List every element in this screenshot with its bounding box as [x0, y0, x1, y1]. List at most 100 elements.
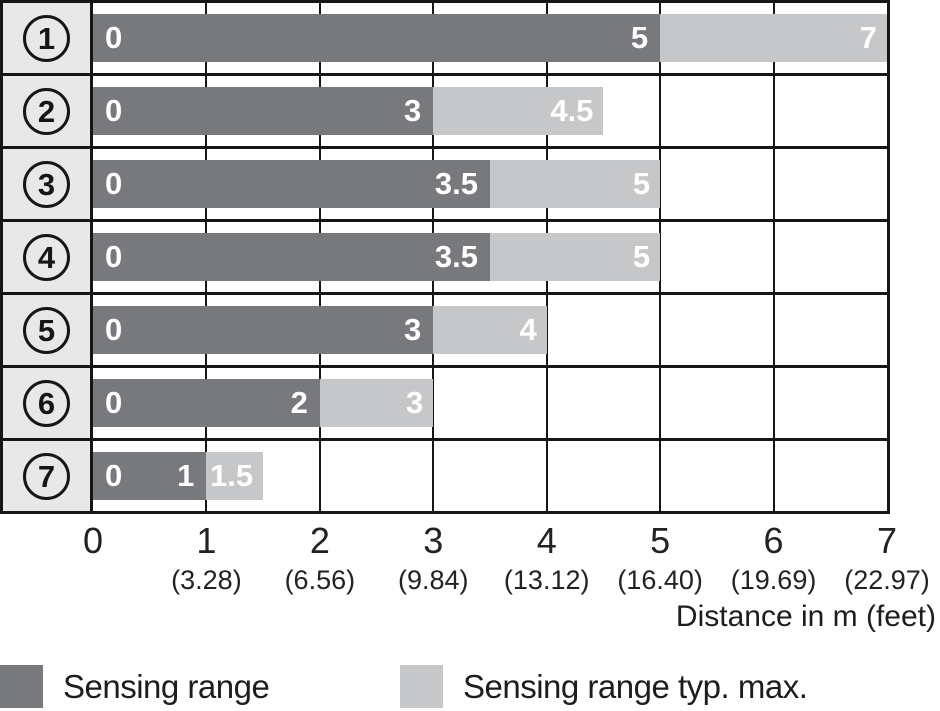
sensing-range-chart: 1 0 5 7 2 0 3 4.5 3 0 3.5 5 4 0 3.5 5 5 0 3 4 6 0 2 3 7 0 1 1.5	[0, 0, 890, 514]
typ-max-bar-4: 5	[490, 232, 661, 282]
bar-start-label: 0	[105, 93, 123, 129]
bar-end-label: 3	[406, 385, 424, 421]
row-plot-3: 0 3.5 5	[93, 149, 887, 219]
legend-item-sensing-range: Sensing range	[0, 665, 270, 708]
row-header-2: 2	[3, 76, 93, 146]
typ-max-bar-7: 1.5	[206, 451, 264, 501]
row-header-5: 5	[3, 295, 93, 365]
gridline	[659, 368, 662, 438]
x-tick-2: 2 (6.56)	[285, 522, 356, 594]
bar-end-label: 1	[177, 458, 195, 494]
bar-end-label: 3.5	[434, 166, 478, 202]
row-header-1: 1	[3, 3, 93, 73]
bar-start-label: 0	[105, 312, 123, 348]
x-tick-meters-label: 3	[423, 520, 444, 561]
gridline	[545, 295, 548, 365]
x-tick-feet-label: (19.69)	[730, 564, 817, 595]
x-tick-meters-label: 7	[876, 520, 898, 561]
gridline	[772, 295, 775, 365]
x-tick-feet-label: (22.97)	[844, 564, 930, 595]
gridline	[318, 441, 321, 511]
x-tick-feet-label: (6.56)	[284, 564, 356, 595]
legend-swatch-light	[400, 665, 443, 708]
typ-max-bar-3: 5	[490, 159, 661, 209]
bar-track-4: 0 3.5 5	[93, 232, 887, 282]
bar-end-label: 4	[519, 312, 537, 348]
gridline	[432, 441, 435, 511]
x-tick-7: 7 (22.97)	[844, 522, 930, 594]
x-tick-meters-label: 0	[82, 520, 104, 561]
sensing-range-bar-4: 0 3.5	[93, 232, 490, 282]
bar-track-6: 0 2 3	[93, 378, 887, 428]
bar-end-label: 3	[404, 312, 422, 348]
chart-row-2: 2 0 3 4.5	[3, 76, 887, 149]
typ-max-bar-1: 7	[660, 13, 887, 63]
gridline	[545, 441, 548, 511]
x-tick-meters-label: 2	[309, 520, 330, 561]
row-header-3: 3	[3, 149, 93, 219]
x-tick-feet-label: (13.12)	[503, 564, 590, 595]
legend-item-typ-max: Sensing range typ. max.	[400, 665, 808, 708]
bar-track-3: 0 3.5 5	[93, 159, 887, 209]
bar-end-label: 5	[632, 166, 651, 202]
x-tick-feet-label: (16.40)	[617, 564, 703, 595]
gridline	[545, 368, 548, 438]
x-tick-5: 5 (16.40)	[617, 522, 703, 594]
gridline	[772, 76, 775, 146]
x-tick-4: 4 (13.12)	[504, 522, 590, 594]
gridline	[659, 76, 662, 146]
legend: Sensing range Sensing range typ. max.	[0, 665, 940, 711]
gridline	[432, 368, 435, 438]
bar-start-label: 0	[105, 166, 123, 202]
bar-start-label: 0	[105, 239, 123, 275]
x-tick-meters-label: 1	[196, 520, 217, 561]
bar-end-label: 3.5	[434, 239, 478, 275]
gridline	[772, 368, 775, 438]
x-tick-0: 0	[83, 522, 103, 560]
bar-start-label: 0	[105, 385, 123, 421]
x-axis-title: Distance in m (feet)	[675, 600, 936, 633]
x-tick-meters-label: 6	[763, 520, 784, 561]
row-header-4: 4	[3, 222, 93, 292]
sensing-range-bar-3: 0 3.5	[93, 159, 490, 209]
gridline	[659, 441, 662, 511]
bar-start-label: 0	[105, 458, 123, 494]
x-tick-3: 3 (9.84)	[398, 522, 469, 594]
x-tick-meters-label: 4	[536, 520, 557, 561]
bar-start-label: 0	[105, 20, 123, 56]
x-tick-feet-label: (9.84)	[398, 564, 469, 595]
typ-max-bar-5: 4	[433, 305, 547, 355]
bar-track-7: 0 1 1.5	[93, 451, 887, 501]
circled-number-3: 3	[23, 160, 70, 208]
legend-swatch-dark	[0, 665, 43, 708]
bar-end-label: 2	[290, 385, 308, 421]
bar-end-label: 4.5	[550, 93, 594, 129]
gridline	[659, 222, 662, 292]
x-tick-meters-label: 5	[650, 520, 671, 561]
gridline	[659, 149, 662, 219]
bar-track-2: 0 3 4.5	[93, 86, 887, 136]
typ-max-bar-6: 3	[319, 378, 434, 428]
circled-number-1: 1	[23, 14, 70, 62]
row-plot-6: 0 2 3	[93, 368, 887, 438]
circled-number-5: 5	[23, 306, 70, 354]
row-header-6: 6	[3, 368, 93, 438]
gridline	[772, 441, 775, 511]
x-axis: 0 1 (3.28) 2 (6.56) 3 (9.84) 4 (13.12) 5 (16.40) 6(…	[0, 514, 940, 598]
x-tick-feet-label: (3.28)	[171, 564, 242, 595]
circled-number-4: 4	[23, 233, 70, 281]
gridline	[772, 222, 775, 292]
typ-max-bar-2: 4.5	[433, 86, 604, 136]
bar-end-label: 7	[859, 20, 877, 56]
chart-row-3: 3 0 3.5 5	[3, 149, 887, 222]
chart-row-4: 4 0 3.5 5	[3, 222, 887, 295]
